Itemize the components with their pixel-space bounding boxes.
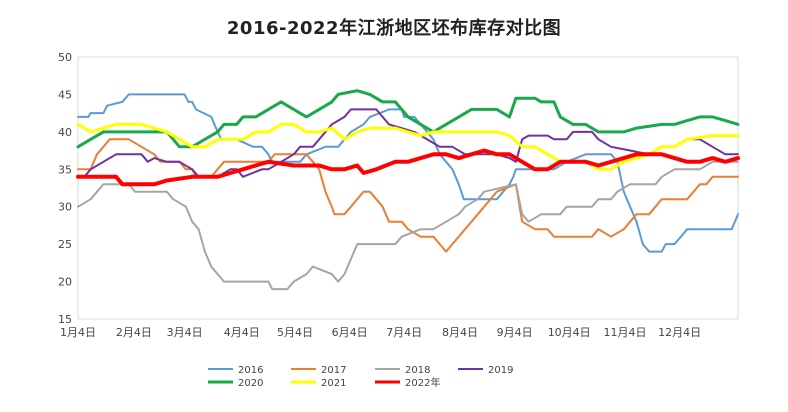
x-tick-label: 10月4日 [548, 326, 591, 339]
y-tick-label: 25 [58, 238, 72, 251]
x-tick-label: 2月4日 [116, 326, 152, 339]
legend-label-2020: 2020 [238, 378, 263, 389]
legend-label-2019: 2019 [488, 365, 513, 376]
x-tick-label: 4月4日 [224, 326, 260, 339]
legend-label-2018: 2018 [405, 365, 430, 376]
x-tick-label: 5月4日 [277, 326, 313, 339]
y-tick-label: 35 [58, 163, 72, 176]
plot-area [77, 56, 739, 320]
legend-label-2017: 2017 [321, 365, 346, 376]
legend-label-2016: 2016 [238, 365, 263, 376]
x-tick-label: 8月4日 [442, 326, 478, 339]
series-line-2022年 [76, 148, 740, 187]
series-line-2020 [76, 89, 740, 149]
y-tick-label: 15 [58, 313, 72, 326]
legend-label-2022年: 2022年 [405, 376, 440, 389]
series-line-2021 [76, 122, 740, 171]
series-line-2016 [77, 93, 739, 253]
chart-title: 2016-2022年江浙地区坯布库存对比图 [226, 18, 562, 39]
series-line-2019 [77, 108, 739, 178]
legend-label-2021: 2021 [321, 378, 346, 389]
x-tick-label: 7月4日 [386, 326, 422, 339]
x-tick-label: 9月4日 [497, 326, 533, 339]
x-tick-label: 3月4日 [167, 326, 203, 339]
y-tick-label: 30 [58, 201, 72, 214]
y-tick-label: 45 [58, 88, 72, 101]
x-tick-label: 12月4日 [658, 326, 701, 339]
x-tick-label: 6月4日 [332, 326, 368, 339]
x-tick-label: 1月4日 [60, 326, 96, 339]
y-tick-label: 20 [58, 276, 72, 289]
y-tick-label: 50 [58, 51, 72, 64]
x-tick-label: 11月4日 [604, 326, 647, 339]
series-line-2018 [77, 160, 739, 291]
y-tick-label: 40 [58, 126, 72, 139]
